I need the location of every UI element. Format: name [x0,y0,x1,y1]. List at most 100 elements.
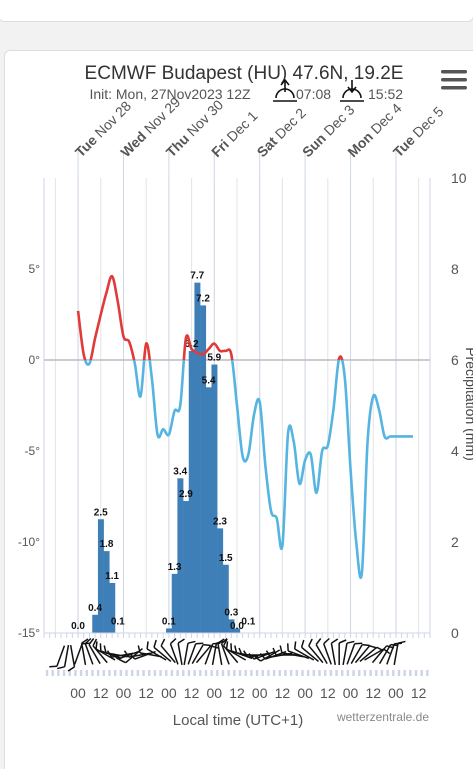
precipitation-tick-label: 0 [451,625,459,641]
hour-tick-label: 00 [343,685,359,701]
precip-bar [166,628,173,633]
wind-barb [293,641,315,661]
wind-barb-flag [187,640,196,644]
wind-barb-flag [323,637,330,645]
wind-strip-mark [199,670,202,676]
wind-barb [300,639,319,663]
wind-barb-shaft [330,643,336,665]
wind-strip-mark [295,670,299,676]
hour-tick-label: 00 [161,685,177,701]
wind-barb-flag [308,638,313,647]
wind-barb-flag [129,653,136,660]
x-axis-label: Local time (UTC+1) [173,712,303,729]
wind-strip-mark [250,670,253,676]
temperature-line-below-zero [83,360,413,580]
wind-strip-mark [267,670,270,676]
wind-barb-flag [272,647,277,656]
wind-strip-mark [176,670,179,676]
wind-strip-mark [426,670,429,676]
wind-strip-mark [119,670,123,676]
wind-barb-flag [67,666,75,672]
wind-strip-mark [323,670,327,676]
wind-barb-flag [106,650,113,658]
wind-strip-mark [148,670,151,676]
hour-tick-label: 12 [320,685,336,701]
wind-barb-flag [118,658,126,664]
wind-strip-mark [255,670,259,676]
temperature-tick-label: -5° [25,444,41,458]
precip-value-label: 2.9 [179,489,193,500]
precip-bar [222,564,229,633]
wind-barb-flag [397,640,406,644]
wind-strip-mark [238,670,242,676]
wind-strip-mark [278,670,281,676]
wind-barb-flag [293,641,297,650]
precip-value-label: 3.4 [173,466,187,477]
hour-tick-label: 00 [252,685,268,701]
wind-barb [146,641,167,661]
hour-tick-label: 00 [388,685,404,701]
wind-strip-mark [380,670,384,676]
wind-barb-flag [331,638,339,644]
wind-barb-flag [146,641,149,650]
wind-barb-shaft [371,645,388,664]
hour-tick-label: 12 [229,685,245,701]
wind-barb-shaft [84,643,94,665]
wind-strip-mark [284,670,287,676]
precip-bar [194,282,201,633]
wind-barb-flag [153,639,157,648]
wind-barb-shaft [359,646,378,663]
hamburger-menu-icon[interactable] [441,70,467,90]
precip-value-label: 5.4 [202,375,216,386]
precip-value-label: 0.4 [88,603,102,614]
wind-strip-mark [216,670,219,676]
wind-barb-flag [217,638,225,644]
wind-barb-shaft [354,645,371,664]
wind-strip-mark [318,670,321,676]
wind-barb-shaft [301,646,319,663]
wind-barb-flag [259,653,267,660]
wind-strip-mark [420,670,423,676]
wind-barb-shaft [393,643,399,665]
precipitation-tick-label: 2 [451,534,459,550]
wind-barb-flag [137,645,141,654]
sunrise-icon [273,78,297,102]
wind-strip-mark [187,670,191,676]
wind-barb-shaft [323,643,332,665]
precipitation-tick-label: 6 [451,352,459,368]
wind-barb-flag [362,643,370,647]
wind-barb-shaft [308,645,324,664]
wind-barb-flag [57,666,65,670]
wind-strip-mark [204,670,208,676]
wind-strip-mark [193,670,196,676]
wind-barb [315,638,328,665]
wind-barb-flag [248,653,255,660]
wind-barb-flag [103,645,107,654]
precip-value-label: 2.5 [94,507,108,518]
precip-value-label: 6.2 [185,339,199,350]
wind-barb-flag [300,639,305,648]
wind-barb [169,637,179,665]
wind-strip-mark [414,670,418,676]
wind-strip-mark [341,670,344,676]
wind-barb-shaft [88,644,101,665]
wind-strip-mark [312,670,316,676]
wind-strip-mark [45,670,49,676]
wind-barb-shaft [56,645,66,667]
wind-strip-mark [159,670,162,676]
wind-barb-flag [338,639,347,644]
wind-barb-shaft [169,643,179,665]
sunset-time: 15:52 [368,86,403,102]
wind-barb-shaft [69,645,76,667]
wind-strip-mark [403,670,406,676]
wind-strip-mark [306,670,310,676]
wind-barb-shaft [217,643,223,665]
hour-tick-label: 12 [93,685,109,701]
wind-barb [243,650,270,658]
wind-strip-mark [142,670,145,676]
wind-barb-flag [195,642,204,645]
wind-barb-shaft [195,645,212,664]
wind-strip-mark [74,670,77,676]
hour-tick-label: 00 [297,685,313,701]
wind-barb [225,641,247,661]
